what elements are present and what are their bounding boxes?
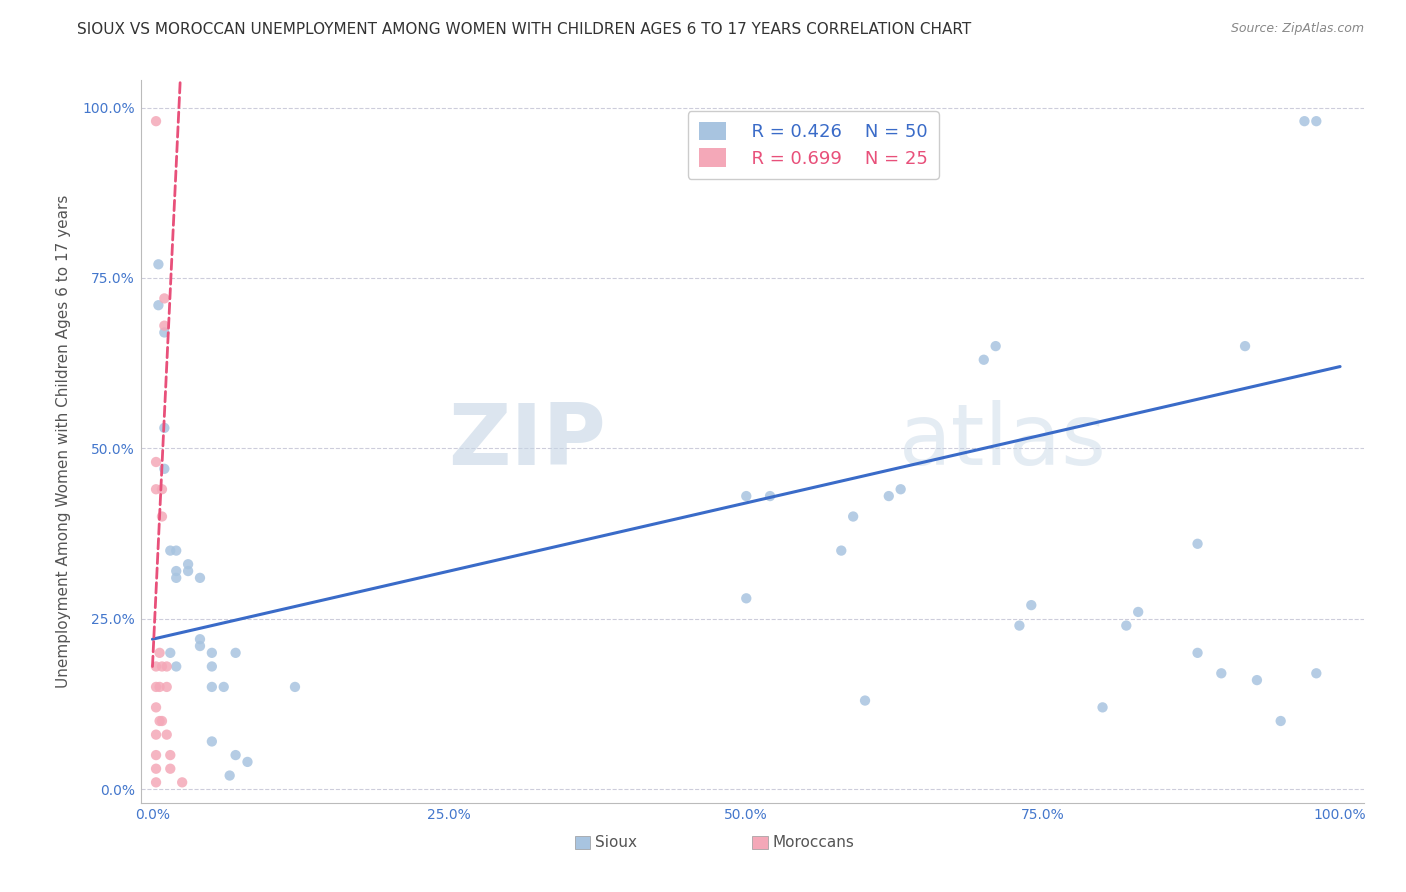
Point xyxy=(165,564,187,578)
Point xyxy=(188,571,211,585)
Point xyxy=(165,571,187,585)
Point xyxy=(1305,114,1327,128)
Point xyxy=(149,680,172,694)
Point xyxy=(201,646,224,660)
Point xyxy=(165,543,187,558)
Point xyxy=(1091,700,1114,714)
Point xyxy=(1019,598,1042,612)
Point xyxy=(1234,339,1257,353)
Point xyxy=(159,646,181,660)
Point xyxy=(877,489,900,503)
Point xyxy=(177,558,200,572)
Point xyxy=(153,421,176,435)
Point xyxy=(165,659,187,673)
Point xyxy=(145,748,167,763)
Text: Moroccans: Moroccans xyxy=(772,835,853,850)
Point xyxy=(1211,666,1233,681)
Point xyxy=(150,659,173,673)
Point xyxy=(1246,673,1268,687)
Point xyxy=(145,455,167,469)
Text: Sioux: Sioux xyxy=(595,835,637,850)
Point xyxy=(177,564,200,578)
Point xyxy=(145,775,167,789)
Point xyxy=(218,768,240,782)
Point xyxy=(842,509,865,524)
Point xyxy=(159,762,181,776)
Text: atlas: atlas xyxy=(898,400,1107,483)
Bar xyxy=(752,836,768,849)
Point xyxy=(1115,618,1137,632)
Point xyxy=(201,734,224,748)
Point xyxy=(201,659,224,673)
Point xyxy=(150,482,173,496)
Point xyxy=(1187,537,1209,551)
Text: SIOUX VS MOROCCAN UNEMPLOYMENT AMONG WOMEN WITH CHILDREN AGES 6 TO 17 YEARS CORR: SIOUX VS MOROCCAN UNEMPLOYMENT AMONG WOM… xyxy=(77,22,972,37)
Point xyxy=(201,680,224,694)
Point xyxy=(150,714,173,728)
Point xyxy=(284,680,307,694)
Point xyxy=(853,693,876,707)
Bar xyxy=(575,836,591,849)
Point xyxy=(984,339,1007,353)
Point xyxy=(148,257,170,271)
Point xyxy=(145,700,167,714)
Point xyxy=(150,509,173,524)
Point xyxy=(735,489,758,503)
Text: Source: ZipAtlas.com: Source: ZipAtlas.com xyxy=(1230,22,1364,36)
Point xyxy=(153,462,176,476)
Point xyxy=(145,114,167,128)
Point xyxy=(156,680,179,694)
Point xyxy=(156,728,179,742)
Point xyxy=(1270,714,1292,728)
Legend:   R = 0.426    N = 50,   R = 0.699    N = 25: R = 0.426 N = 50, R = 0.699 N = 25 xyxy=(688,111,939,178)
Point xyxy=(153,292,176,306)
Point xyxy=(145,482,167,496)
Point xyxy=(236,755,259,769)
Point xyxy=(145,680,167,694)
Point xyxy=(890,482,912,496)
Point xyxy=(159,748,181,763)
Point xyxy=(159,543,181,558)
Point xyxy=(1008,618,1031,632)
Point xyxy=(153,326,176,340)
Point xyxy=(225,646,247,660)
Point xyxy=(830,543,852,558)
Point xyxy=(145,728,167,742)
Point xyxy=(188,639,211,653)
Text: ZIP: ZIP xyxy=(447,400,606,483)
Point xyxy=(1305,666,1327,681)
Point xyxy=(145,659,167,673)
Y-axis label: Unemployment Among Women with Children Ages 6 to 17 years: Unemployment Among Women with Children A… xyxy=(56,194,72,689)
Point xyxy=(172,775,194,789)
Point xyxy=(149,646,172,660)
Point xyxy=(973,352,995,367)
Point xyxy=(145,762,167,776)
Point xyxy=(149,714,172,728)
Point xyxy=(735,591,758,606)
Point xyxy=(1187,646,1209,660)
Point xyxy=(225,748,247,763)
Point xyxy=(156,659,179,673)
Point xyxy=(153,318,176,333)
Point xyxy=(1294,114,1316,128)
Point xyxy=(212,680,235,694)
Point xyxy=(148,298,170,312)
Point xyxy=(188,632,211,647)
Point xyxy=(1128,605,1150,619)
Point xyxy=(759,489,782,503)
